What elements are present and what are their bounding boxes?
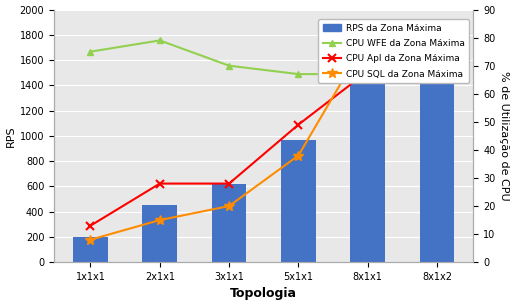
CPU Apl da Zona Máxima bbox=[226, 182, 232, 185]
CPU Apl da Zona Máxima bbox=[434, 50, 440, 54]
Bar bbox=[73, 237, 108, 262]
X-axis label: Topologia: Topologia bbox=[230, 287, 297, 300]
CPU WFE da Zona Máxima bbox=[434, 58, 440, 62]
Y-axis label: % de Utilização de CPU: % de Utilização de CPU bbox=[500, 71, 509, 201]
CPU WFE da Zona Máxima bbox=[88, 50, 94, 54]
Y-axis label: RPS: RPS bbox=[6, 125, 15, 147]
CPU SQL da Zona Máxima bbox=[295, 154, 301, 157]
CPU SQL da Zona Máxima bbox=[157, 218, 163, 222]
CPU WFE da Zona Máxima bbox=[295, 72, 301, 76]
Bar bbox=[212, 184, 247, 262]
CPU WFE da Zona Máxima bbox=[365, 72, 371, 76]
Bar bbox=[420, 25, 454, 262]
CPU WFE da Zona Máxima bbox=[157, 39, 163, 42]
CPU Apl da Zona Máxima bbox=[365, 69, 371, 73]
Line: CPU WFE da Zona Máxima: CPU WFE da Zona Máxima bbox=[87, 37, 440, 78]
CPU SQL da Zona Máxima bbox=[88, 238, 94, 241]
Line: CPU Apl da Zona Máxima: CPU Apl da Zona Máxima bbox=[87, 47, 441, 230]
CPU SQL da Zona Máxima bbox=[226, 204, 232, 208]
CPU Apl da Zona Máxima bbox=[295, 123, 301, 126]
Bar bbox=[143, 205, 177, 262]
CPU SQL da Zona Máxima bbox=[434, 55, 440, 59]
CPU WFE da Zona Máxima bbox=[226, 64, 232, 68]
Bar bbox=[350, 54, 385, 262]
Bar bbox=[281, 140, 316, 262]
CPU Apl da Zona Máxima bbox=[88, 224, 94, 228]
Legend: RPS da Zona Máxima, CPU WFE da Zona Máxima, CPU Apl da Zona Máxima, CPU SQL da Z: RPS da Zona Máxima, CPU WFE da Zona Máxi… bbox=[318, 19, 469, 83]
CPU Apl da Zona Máxima bbox=[157, 182, 163, 185]
Line: CPU SQL da Zona Máxima: CPU SQL da Zona Máxima bbox=[85, 33, 442, 244]
CPU SQL da Zona Máxima bbox=[365, 36, 371, 39]
